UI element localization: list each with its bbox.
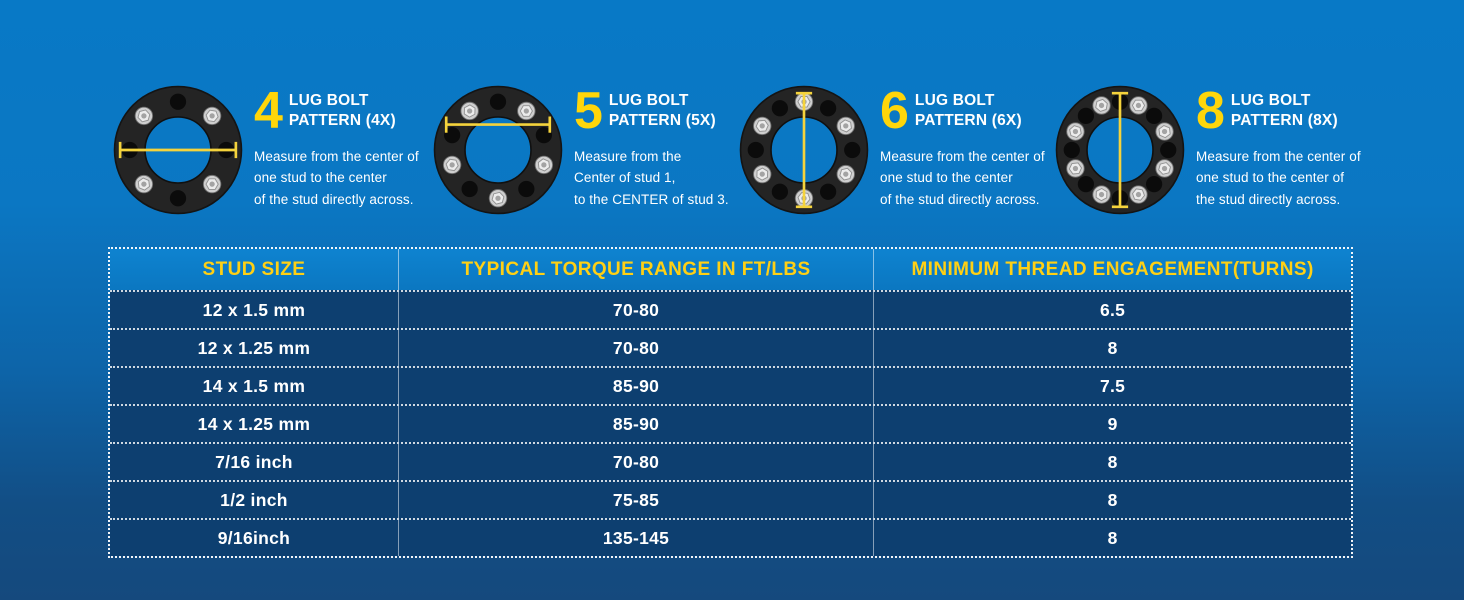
cell-thread-engagement: 9 — [873, 406, 1351, 442]
cell-stud-size: 1/2 inch — [220, 489, 288, 510]
stud-torque-spec-table: STUD SIZE TYPICAL TORQUE RANGE IN FT/LBS… — [108, 247, 1353, 558]
pattern-description: Measure from the center of one stud to t… — [254, 148, 419, 207]
cell-torque-range: 70-80 — [397, 292, 873, 328]
table-row: 14 x 1.25 mm 85-90 9 — [110, 404, 1351, 442]
wheel-spacer-4-lug-image — [112, 84, 244, 216]
column-header-thread-engagement: MINIMUM THREAD ENGAGEMENT(TURNS) — [873, 249, 1351, 290]
lug-count-number: 4 — [254, 82, 283, 140]
pattern-block-6-lug: 6 LUG BOLT PATTERN (6X) Measure from the… — [738, 84, 1072, 216]
pattern-description: Measure from the center of one stud to t… — [880, 148, 1045, 207]
pattern-title: LUG BOLT PATTERN (4X) — [288, 92, 396, 130]
cell-torque-range: 85-90 — [397, 368, 873, 404]
pattern-description: Measure from the Center of stud 1, to th… — [574, 148, 729, 207]
wheel-spacer-8-lug-image — [1054, 84, 1186, 216]
cell-thread-engagement: 8 — [873, 330, 1351, 366]
pattern-info-5-lug: 5 LUG BOLT PATTERN (5X) Measure from the… — [574, 84, 766, 210]
cell-thread-engagement: 8 — [873, 444, 1351, 480]
column-header-torque-range: TYPICAL TORQUE RANGE IN FT/LBS — [397, 249, 873, 290]
pattern-title: LUG BOLT PATTERN (5X) — [608, 92, 716, 130]
cell-stud-size: 9/16inch — [217, 527, 291, 548]
table-row: 7/16 inch 70-80 8 — [110, 442, 1351, 480]
pattern-title: LUG BOLT PATTERN (8X) — [1230, 92, 1338, 130]
column-header-stud-size: STUD SIZE — [202, 258, 306, 280]
lug-count-number: 5 — [574, 82, 603, 140]
table-row: 9/16inch 135-145 8 — [110, 518, 1351, 556]
wheel-spacer-5-lug-image — [432, 84, 564, 216]
pattern-block-5-lug: 5 LUG BOLT PATTERN (5X) Measure from the… — [432, 84, 766, 216]
cell-stud-size: 14 x 1.5 mm — [202, 375, 306, 396]
table-header-row: STUD SIZE TYPICAL TORQUE RANGE IN FT/LBS… — [110, 249, 1351, 290]
cell-torque-range: 135-145 — [397, 520, 873, 556]
table-row: 1/2 inch 75-85 8 — [110, 480, 1351, 518]
table-row: 12 x 1.25 mm 70-80 8 — [110, 328, 1351, 366]
pattern-block-8-lug: 8 LUG BOLT PATTERN (8X) Measure from the… — [1054, 84, 1388, 216]
cell-thread-engagement: 8 — [873, 520, 1351, 556]
cell-torque-range: 70-80 — [397, 444, 873, 480]
cell-stud-size: 14 x 1.25 mm — [197, 413, 311, 434]
lug-pattern-guide: 4 LUG BOLT PATTERN (4X) Measure from the… — [0, 84, 1464, 229]
pattern-block-4-lug: 4 LUG BOLT PATTERN (4X) Measure from the… — [112, 84, 446, 216]
cell-thread-engagement: 8 — [873, 482, 1351, 518]
cell-stud-size: 7/16 inch — [215, 451, 293, 472]
pattern-title: LUG BOLT PATTERN (6X) — [914, 92, 1022, 130]
lug-count-number: 6 — [880, 82, 909, 140]
pattern-info-6-lug: 6 LUG BOLT PATTERN (6X) Measure from the… — [880, 84, 1072, 210]
lug-count-number: 8 — [1196, 82, 1225, 140]
cell-thread-engagement: 7.5 — [873, 368, 1351, 404]
wheel-spacer-6-lug-image — [738, 84, 870, 216]
cell-stud-size: 12 x 1.5 mm — [202, 299, 306, 320]
cell-torque-range: 85-90 — [397, 406, 873, 442]
cell-thread-engagement: 6.5 — [873, 292, 1351, 328]
cell-torque-range: 70-80 — [397, 330, 873, 366]
pattern-description: Measure from the center of one stud to t… — [1196, 148, 1361, 207]
cell-stud-size: 12 x 1.25 mm — [197, 337, 311, 358]
cell-torque-range: 75-85 — [397, 482, 873, 518]
table-row: 12 x 1.5 mm 70-80 6.5 — [110, 290, 1351, 328]
pattern-info-4-lug: 4 LUG BOLT PATTERN (4X) Measure from the… — [254, 84, 446, 210]
pattern-info-8-lug: 8 LUG BOLT PATTERN (8X) Measure from the… — [1196, 84, 1388, 210]
table-row: 14 x 1.5 mm 85-90 7.5 — [110, 366, 1351, 404]
